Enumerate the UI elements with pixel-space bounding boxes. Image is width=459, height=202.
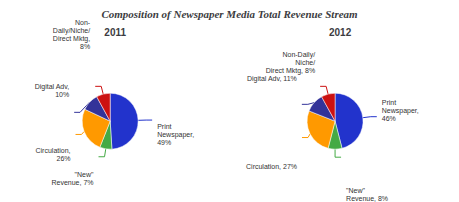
svg-text:Print: Print <box>382 99 396 106</box>
svg-text:Circulation, 27%: Circulation, 27% <box>246 163 297 170</box>
svg-text:Direct Mktg,: Direct Mktg, <box>53 35 90 43</box>
svg-text:"New": "New" <box>346 187 365 194</box>
svg-text:Circulation,: Circulation, <box>36 147 71 154</box>
svg-text:Composition of Newspaper Media: Composition of Newspaper Media Total Rev… <box>101 8 358 20</box>
svg-text:Digital Adv,: Digital Adv, <box>35 83 70 91</box>
svg-text:46%: 46% <box>382 115 396 122</box>
svg-text:8%: 8% <box>80 43 90 50</box>
svg-text:Non-: Non- <box>75 19 91 26</box>
svg-text:Newspaper,: Newspaper, <box>157 131 194 139</box>
svg-text:Revenue, 7%: Revenue, 7% <box>51 179 93 186</box>
svg-text:Daily/Niche/: Daily/Niche/ <box>53 27 90 35</box>
svg-text:Print: Print <box>157 123 171 130</box>
svg-text:10%: 10% <box>55 91 69 98</box>
svg-text:"New": "New" <box>75 171 94 178</box>
svg-text:Direct Mktg, 8%: Direct Mktg, 8% <box>266 67 315 75</box>
svg-text:2011: 2011 <box>104 27 126 38</box>
svg-text:Niche/: Niche/ <box>295 59 315 66</box>
svg-text:Revenue, 8%: Revenue, 8% <box>346 195 388 202</box>
svg-text:Digital Adv, 11%: Digital Adv, 11% <box>247 75 297 83</box>
svg-text:Newspaper,: Newspaper, <box>382 107 419 115</box>
svg-text:2012: 2012 <box>329 27 352 38</box>
svg-text:Non-Daily/: Non-Daily/ <box>282 51 315 59</box>
svg-text:26%: 26% <box>57 155 71 162</box>
svg-text:49%: 49% <box>157 139 171 146</box>
